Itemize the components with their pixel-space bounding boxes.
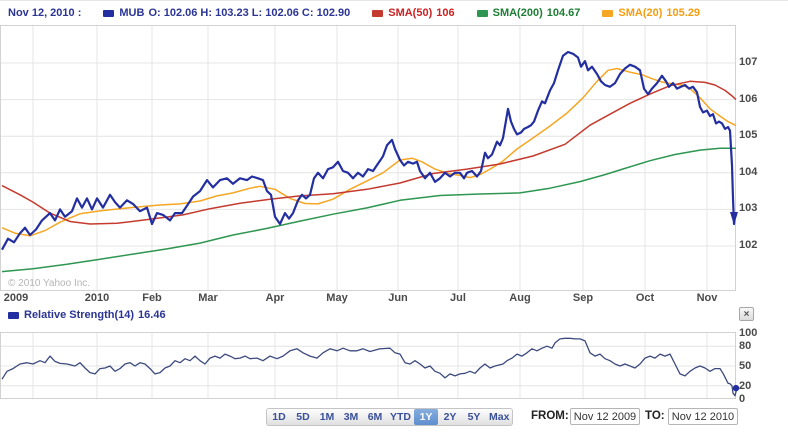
range-button-3m[interactable]: 3M [339, 409, 363, 425]
rsi-tick-label: 80 [739, 340, 752, 353]
y-tick-label: 103 [739, 202, 758, 215]
line-mub [1, 50, 737, 251]
range-button-5d[interactable]: 5D [291, 409, 315, 425]
to-label: TO: [645, 410, 665, 422]
x-tick-label: Nov [696, 292, 718, 304]
series-values: O: 102.06 H: 103.23 L: 102.06 C: 102.90 [148, 7, 351, 19]
x-tick-label: Mar [198, 292, 218, 304]
line-sma50 [1, 80, 737, 225]
copyright-watermark: © 2010 Yahoo Inc. [8, 278, 91, 289]
series-values: 106 [436, 7, 455, 19]
price-end-arrow [730, 212, 738, 225]
rsi-plot-border [0, 332, 736, 399]
rsi-legend: Relative Strength(14) 16.46 [8, 309, 166, 321]
series-color-swatch [476, 9, 488, 17]
series-name: MUB [119, 7, 145, 19]
series-name: SMA(200) [492, 7, 543, 19]
line-sma200 [1, 147, 736, 273]
rsi-indicator-chart[interactable] [0, 326, 742, 404]
rsi-tick-label: 50 [739, 360, 752, 372]
legend-item-mub: MUB O: 102.06 H: 103.23 L: 102.06 C: 102.… [103, 7, 350, 19]
x-tick-label: 2010 [84, 292, 110, 304]
x-tick-label: Apr [265, 292, 285, 304]
rsi-tick-label: 100 [739, 327, 758, 339]
rsi-end-dot [732, 384, 740, 392]
rsi-legend-marker [8, 311, 19, 319]
quote-date-label: Nov 12, 2010 : [8, 7, 82, 19]
series-color-swatch [602, 9, 614, 17]
to-date-input[interactable] [668, 408, 738, 425]
range-button-max[interactable]: Max [486, 409, 512, 425]
y-tick-label: 105 [739, 129, 758, 142]
range-button-1m[interactable]: 1M [315, 409, 339, 425]
x-tick-label: Jul [450, 292, 466, 304]
range-button-ytd[interactable]: YTD [387, 409, 414, 425]
x-tick-label: Sep [572, 292, 594, 304]
x-tick-label: Feb [142, 292, 162, 304]
series-values: 105.29 [666, 7, 701, 19]
rsi-tick-label: 20 [739, 379, 752, 392]
series-name: SMA(20) [618, 7, 663, 19]
range-button-6m[interactable]: 6M [363, 409, 387, 425]
series-color-swatch [103, 9, 115, 17]
range-button-5y[interactable]: 5Y [462, 409, 486, 425]
x-tick-label: 2009 [3, 292, 29, 304]
line-sma20 [1, 67, 737, 237]
series-color-swatch [372, 9, 384, 17]
series-values: 104.67 [546, 7, 581, 19]
main-price-chart[interactable] [0, 25, 742, 293]
main-plot-border [0, 25, 736, 291]
x-tick-label: Oct [635, 292, 655, 304]
legend-item-sma50: SMA(50) 106 [372, 7, 455, 19]
legend-item-sma20: SMA(20) 105.29 [602, 7, 700, 19]
line-rsi [1, 337, 738, 397]
legend-items: MUB O: 102.06 H: 103.23 L: 102.06 C: 102.… [81, 7, 700, 19]
y-tick-label: 106 [739, 92, 758, 105]
y-tick-label: 102 [739, 239, 758, 251]
range-button-1d[interactable]: 1D [267, 409, 291, 425]
series-name: SMA(50) [388, 7, 433, 19]
rsi-legend-label: Relative Strength(14) [24, 309, 135, 321]
chart-header-legend: Nov 12, 2010 : MUB O: 102.06 H: 103.23 L:… [8, 5, 700, 21]
close-icon[interactable]: × [739, 307, 754, 321]
rsi-legend-value: 16.46 [138, 309, 166, 321]
y-tick-label: 107 [739, 56, 758, 68]
y-tick-label: 104 [739, 165, 758, 178]
legend-item-sma200: SMA(200) 104.67 [476, 7, 581, 19]
x-tick-label: Aug [509, 292, 531, 304]
x-tick-label: May [326, 292, 348, 304]
range-selector: 1D 5D 1M 3M 6M YTD 1Y 2Y 5Y Max [266, 408, 514, 426]
range-button-1y[interactable]: 1Y [414, 409, 438, 425]
from-label: FROM: [531, 410, 569, 422]
rsi-tick-label: 0 [739, 393, 746, 405]
from-date-input[interactable] [570, 408, 640, 425]
range-button-2y[interactable]: 2Y [438, 409, 462, 425]
x-tick-label: Jun [388, 292, 408, 304]
